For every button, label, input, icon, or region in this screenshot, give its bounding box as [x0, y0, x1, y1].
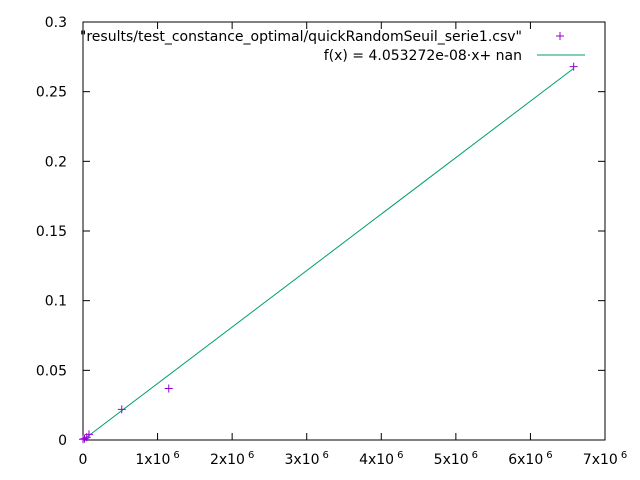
- x-tick-label: 7x10 6: [583, 450, 627, 468]
- x-tick-label-base: 6x10: [508, 452, 543, 468]
- x-tick-label-base: 5x10: [434, 452, 469, 468]
- y-tick-label: 0.25: [36, 85, 67, 101]
- x-tick-label-exponent: 6: [173, 450, 179, 461]
- y-tick-label: 0.15: [36, 224, 67, 240]
- x-tick-label-exponent: 6: [397, 450, 403, 461]
- data-point: [164, 384, 173, 393]
- x-tick-label: 3x10 6: [285, 450, 329, 468]
- x-tick-label-base: 1x10: [135, 452, 170, 468]
- x-tick-label-exponent: 6: [621, 450, 627, 461]
- x-tick-label: 1x10 6: [135, 450, 179, 468]
- y-tick-label: 0.3: [45, 15, 67, 31]
- x-tick-label: 2x10 6: [210, 450, 254, 468]
- y-tick-label: 0.2: [45, 154, 67, 170]
- plot-area: 00.050.10.150.20.250.30 1x10 6 2x10 6 3x10 6 4x…: [36, 15, 627, 468]
- x-tick-label-exponent: 6: [472, 450, 478, 461]
- data-point: [84, 430, 93, 439]
- legend-marker-points: [556, 32, 564, 40]
- x-tick-label-exponent: 6: [546, 450, 552, 461]
- x-tick-label: 5x10 6: [434, 450, 478, 468]
- x-tick-label-base: 7x10: [583, 452, 618, 468]
- x-tick-label: 0: [79, 452, 88, 468]
- x-tick-label: 4x10 6: [359, 450, 403, 468]
- data-point: [117, 405, 126, 414]
- x-tick-label-exponent: 6: [248, 450, 254, 461]
- data-point: [79, 435, 87, 444]
- data-point: [80, 434, 89, 443]
- legend-label-points: "results/test_constance_optimal/quickRan…: [80, 29, 522, 45]
- y-tick-label: 0.05: [36, 363, 67, 379]
- x-tick-label-exponent: 6: [323, 450, 329, 461]
- y-tick-label: 0.1: [45, 294, 67, 310]
- x-tick-label: 6x10 6: [508, 450, 552, 468]
- x-tick-label-base: 2x10: [210, 452, 245, 468]
- data-point: [569, 62, 578, 71]
- x-tick-label-base: 0: [79, 452, 88, 468]
- plot-frame: [82, 21, 606, 441]
- x-tick-label-base: 4x10: [359, 452, 394, 468]
- x-tick-label-base: 3x10: [285, 452, 320, 468]
- y-tick-label: 0: [58, 433, 67, 449]
- legend-label-fit: f(x) = 4.053272e-08·x+ nan: [324, 48, 522, 64]
- fit-line: [82, 67, 574, 441]
